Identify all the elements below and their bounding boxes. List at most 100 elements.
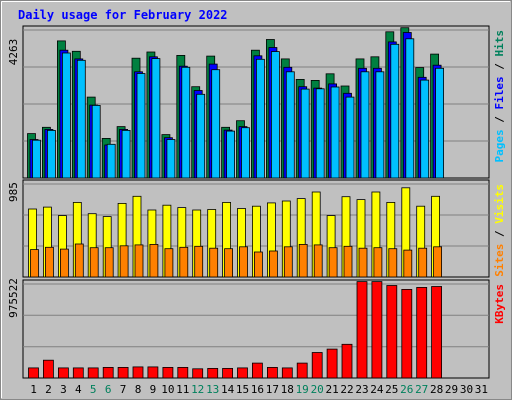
x-tick-label-day-22: 22: [340, 383, 353, 396]
bar-kbytes-day-8: [132, 366, 144, 379]
panel-kbytes: [22, 279, 490, 379]
x-tick-label-day-25: 25: [385, 383, 398, 396]
bar-kbytes-day-4: [72, 367, 84, 379]
bar-sites-day-18: [283, 246, 293, 278]
legend-separator: /: [493, 224, 506, 244]
x-tick-label-day-23: 23: [355, 383, 368, 396]
legend-kbytes: KBytes: [493, 284, 506, 324]
bar-kbytes-day-19: [296, 362, 308, 379]
bar-sites-day-5: [89, 247, 99, 278]
legend-text-middle: Sites / Visits: [493, 184, 506, 277]
bar-pages-day-5: [91, 105, 101, 179]
bar-pages-day-24: [375, 71, 385, 179]
bar-sites-day-17: [268, 250, 278, 278]
bar-sites-day-28: [433, 246, 443, 278]
bar-pages-day-6: [106, 143, 116, 179]
x-tick-label-day-29: 29: [445, 383, 458, 396]
x-tick-label-day-13: 13: [206, 383, 219, 396]
bar-sites-day-1: [30, 249, 39, 278]
bar-pages-day-25: [390, 43, 400, 179]
x-tick-label-day-1: 1: [30, 383, 37, 396]
panel-hits-files-pages: [22, 25, 490, 179]
bar-sites-day-3: [60, 248, 69, 278]
x-tick-label-day-7: 7: [120, 383, 127, 396]
legend-separator: /: [493, 110, 506, 130]
bar-kbytes-day-12: [192, 368, 204, 379]
bar-pages-day-20: [315, 88, 325, 179]
bar-pages-day-3: [62, 52, 71, 179]
legend-bottom: KBytes: [493, 284, 506, 324]
legend-pages: Pages: [493, 129, 506, 162]
bar-sites-day-10: [164, 248, 174, 278]
bar-kbytes-day-14: [222, 367, 234, 379]
bar-pages-day-16: [255, 58, 265, 179]
bar-pages-day-17: [270, 51, 280, 179]
bar-sites-day-24: [373, 247, 383, 278]
x-tick-label-day-16: 16: [251, 383, 264, 396]
x-tick-label-day-14: 14: [221, 383, 235, 396]
bar-sites-day-15: [239, 246, 248, 278]
bar-pages-day-21: [330, 86, 340, 179]
bar-kbytes-day-26: [401, 288, 413, 379]
bar-pages-day-1: [32, 139, 41, 179]
bar-kbytes-day-28: [431, 286, 443, 379]
bar-sites-day-9: [149, 243, 159, 278]
bar-sites-day-4: [74, 243, 84, 278]
bar-kbytes-day-17: [266, 366, 278, 379]
bar-pages-day-22: [345, 96, 355, 179]
bar-pages-day-15: [241, 127, 250, 179]
bar-kbytes-day-11: [177, 366, 189, 379]
legend-hits: Hits: [493, 30, 506, 57]
bar-kbytes-day-1: [28, 367, 39, 379]
bar-pages-day-9: [151, 58, 161, 179]
bar-kbytes-day-20: [311, 352, 323, 379]
bar-kbytes-day-22: [341, 343, 353, 379]
bar-kbytes-day-23: [356, 281, 368, 379]
x-tick-label-day-17: 17: [266, 383, 279, 396]
bar-sites-day-21: [328, 247, 338, 278]
bar-kbytes-day-5: [87, 367, 99, 379]
bar-sites-day-2: [45, 246, 54, 278]
bar-pages-day-4: [76, 59, 86, 179]
bar-pages-day-23: [360, 71, 370, 179]
bar-pages-day-28: [435, 67, 445, 179]
bar-sites-day-27: [418, 247, 428, 278]
bar-pages-day-2: [47, 129, 56, 179]
bar-sites-day-23: [358, 247, 368, 278]
ymax-label-bottom: 975522: [7, 278, 20, 318]
bar-pages-day-11: [181, 66, 191, 179]
legend-separator: /: [493, 57, 506, 77]
bar-kbytes-day-7: [117, 366, 129, 379]
legend-top: Pages / Files / Hits: [493, 30, 506, 163]
bar-kbytes-day-2: [43, 359, 54, 379]
bar-sites-day-12: [194, 245, 204, 278]
bar-sites-day-25: [388, 248, 398, 278]
bar-pages-day-12: [196, 93, 206, 179]
bar-kbytes-day-15: [237, 367, 248, 379]
bar-pages-day-14: [226, 130, 236, 179]
x-tick-label-day-28: 28: [430, 383, 443, 396]
bar-sites-day-8: [134, 244, 144, 278]
x-tick-label-day-11: 11: [176, 383, 189, 396]
x-tick-label-day-2: 2: [45, 383, 52, 396]
panel-visits-sites: [22, 179, 490, 278]
bar-kbytes-day-10: [162, 366, 174, 379]
bar-pages-day-27: [420, 79, 430, 179]
bar-pages-day-18: [285, 71, 295, 179]
x-tick-label-day-15: 15: [236, 383, 249, 396]
bar-kbytes-day-24: [371, 281, 383, 379]
legend-visits: Visits: [493, 184, 506, 224]
x-tick-label-day-3: 3: [60, 383, 67, 396]
bar-kbytes-day-16: [251, 362, 263, 379]
x-tick-label-day-18: 18: [281, 383, 294, 396]
bar-sites-day-6: [104, 247, 114, 278]
legend-middle: Sites / Visits: [493, 184, 506, 277]
x-tick-label-day-30: 30: [460, 383, 473, 396]
bar-kbytes-day-21: [326, 348, 338, 379]
bar-sites-day-20: [313, 244, 323, 278]
bar-sites-day-13: [209, 247, 219, 278]
bar-pages-day-13: [211, 69, 221, 179]
x-tick-label-day-4: 4: [75, 383, 82, 396]
bar-pages-day-26: [405, 38, 415, 179]
